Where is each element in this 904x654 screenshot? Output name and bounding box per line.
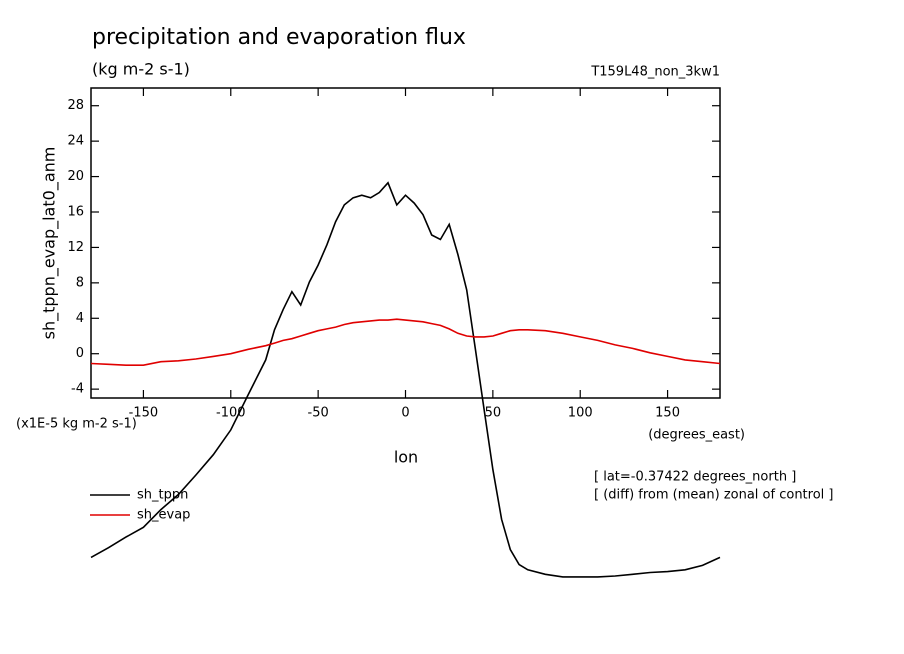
annotation: [ lat=-0.37422 degrees_north ] bbox=[594, 470, 796, 485]
x-unit: (degrees_east) bbox=[648, 428, 745, 443]
y-tick-label: 16 bbox=[67, 205, 84, 220]
x-tick-label: -150 bbox=[129, 406, 159, 421]
y-tick-label: 12 bbox=[67, 240, 84, 255]
x-tick-label: 150 bbox=[655, 406, 680, 421]
x-tick-label: 100 bbox=[568, 406, 593, 421]
y-tick-label: 24 bbox=[67, 134, 84, 149]
y-tick-label: -4 bbox=[71, 382, 84, 397]
x-tick-label: -50 bbox=[308, 406, 329, 421]
legend-label: sh_tppn bbox=[137, 488, 188, 503]
x-tick-label: 50 bbox=[485, 406, 502, 421]
x-axis-label: lon bbox=[394, 448, 418, 467]
y-tick-label: 0 bbox=[76, 346, 84, 361]
y-tick-label: 8 bbox=[76, 275, 84, 290]
x-tick-label: 0 bbox=[401, 406, 409, 421]
chart-title: precipitation and evaporation flux bbox=[92, 25, 466, 50]
y-tick-label: 28 bbox=[67, 98, 84, 113]
y-tick-label: 4 bbox=[76, 311, 84, 326]
annotation: [ (diff) from (mean) zonal of control ] bbox=[594, 488, 833, 503]
series-line bbox=[90, 181, 721, 578]
series-line bbox=[90, 318, 721, 366]
legend-label: sh_evap bbox=[137, 508, 190, 523]
y-tick-label: 20 bbox=[67, 169, 84, 184]
run-label: T159L48_non_3kw1 bbox=[590, 65, 720, 80]
y-axis-label: sh_tppn_evap_lat0_anm bbox=[40, 147, 60, 340]
plot-frame bbox=[90, 87, 721, 399]
y-unit: (x1E-5 kg m-2 s-1) bbox=[16, 417, 137, 432]
subtitle: (kg m-2 s-1) bbox=[92, 60, 190, 79]
